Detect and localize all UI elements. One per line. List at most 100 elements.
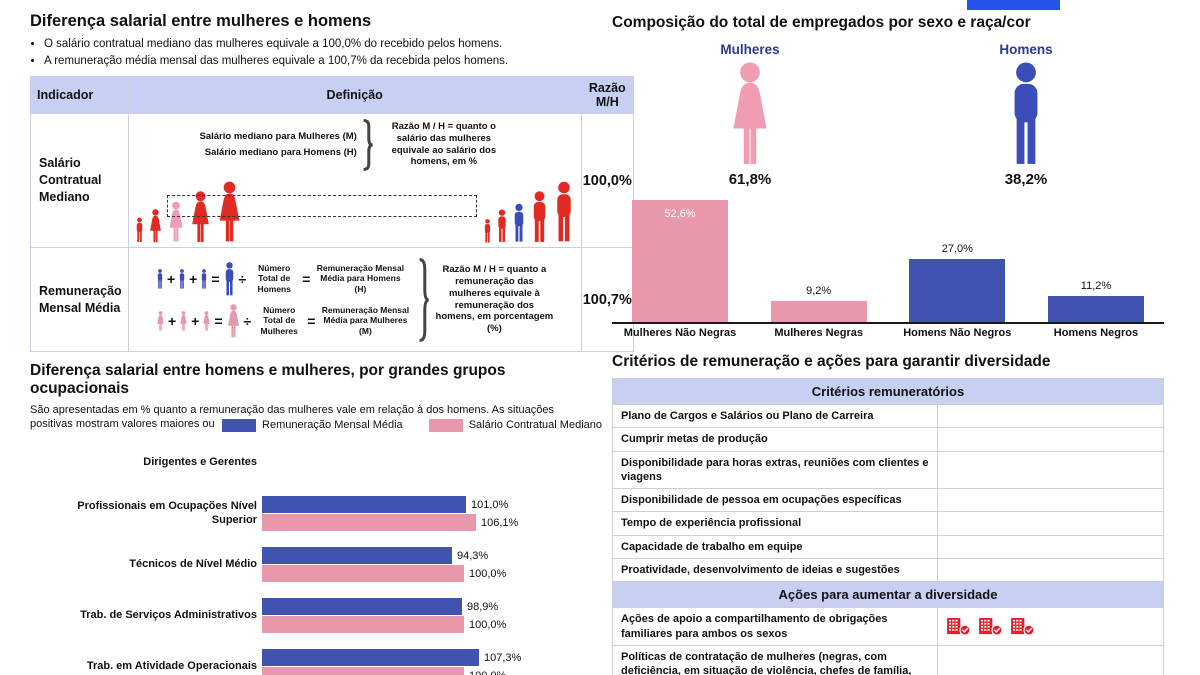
woman-silhouette-icon: [202, 311, 211, 331]
plus-operator: +: [191, 312, 200, 329]
chart-row: Trab. em Atividade Operacionais 107,3% 100…: [30, 648, 602, 675]
bar-remuneracao-media: [262, 547, 452, 565]
criteria-value-cell: [937, 558, 1164, 583]
plus-operator: +: [166, 270, 176, 287]
median-definition-lines: Salário mediano para Mulheres (M) Salári…: [200, 126, 357, 163]
bar-value-label: 100,0%: [469, 618, 507, 631]
criteria-label: Tempo de experiência profissional: [611, 511, 939, 536]
criteria-row: Disponibilidade de pessoa em ocupações e…: [611, 488, 1164, 513]
ratio-value: 100,0%: [580, 113, 634, 248]
chart-row: Trab. de Serviços Administrativos 98,9% 10…: [30, 597, 602, 635]
legend-swatch-blue: [222, 418, 257, 432]
bar-value-label: 9,2%: [806, 285, 832, 297]
col-header-indicador: Indicador: [30, 76, 129, 114]
criteria-label: Cumprir metas de produção: [611, 427, 939, 452]
category-label: Homens Negros: [1053, 327, 1139, 339]
median-link-dashed-box: [166, 194, 477, 217]
woman-silhouette-icon: [148, 209, 163, 243]
legend-label-salario: Salário Contratual Mediano: [468, 419, 602, 432]
woman-silhouette-icon: [156, 311, 165, 331]
equals-operator: =: [302, 270, 311, 287]
company-check-icon: [979, 618, 1003, 636]
bullet-median-salary: O salário contratual mediano das mulhere…: [44, 38, 602, 50]
brace-icon: [361, 119, 374, 171]
equals-operator: =: [211, 270, 220, 287]
company-check-icon: [947, 618, 971, 636]
criteria-value-cell: [937, 488, 1164, 513]
equals-operator: =: [307, 312, 316, 329]
bar-slot: 27,0%: [897, 194, 1017, 322]
criteria-row: Tempo de experiência profissional: [611, 511, 1164, 536]
bar-group: 98,9% 100,0%: [262, 598, 507, 634]
bar-value-label: 100,0%: [469, 670, 506, 675]
male-percentage: 38,2%: [1004, 171, 1048, 188]
indicator-name: Salário Contratual Mediano: [30, 113, 129, 248]
median-women-line: Salário mediano para Mulheres (M): [199, 131, 357, 142]
bar-group: 101,0% 106,1%: [262, 496, 518, 532]
bar-remuneracao-media: [262, 496, 466, 514]
bar-value-label: 52,6%: [664, 208, 696, 220]
indicator-table-header: Indicador Definição Razão M/H: [30, 76, 634, 114]
bar-value-label: 107,3%: [484, 651, 522, 664]
men-average-formula: + + = ÷ Número Total de Homens = Remuner…: [156, 262, 412, 296]
legend-label-remuneracao: Remuneração Mensal Média: [262, 419, 403, 432]
section-title-salary-gap: Diferença salarial entre mulheres e home…: [30, 12, 372, 30]
sex-composition: Mulheres 61,8% Homens 38,2%: [612, 42, 1164, 192]
result-label: Remuneração Mensal Média para Mulheres (…: [321, 305, 410, 336]
female-composition-block: Mulheres 61,8%: [612, 42, 888, 192]
criteria-section-header: Ações para aumentar a diversidade: [612, 581, 1164, 609]
col-header-definicao: Definição: [127, 76, 582, 114]
criteria-value-cell: [937, 534, 1164, 560]
criteria-row: Proatividade, desenvolvimento de ideias …: [611, 558, 1164, 583]
criteria-label: Ações de apoio a compartilhamento de obr…: [611, 607, 939, 646]
indicator-table: Indicador Definição Razão M/H Salário Co…: [30, 76, 634, 352]
top-partial-button[interactable]: [967, 0, 1060, 10]
bar-slot: 11,2%: [1036, 194, 1156, 322]
company-check-icon: [1011, 618, 1035, 636]
bar-value-label: 98,9%: [467, 600, 499, 613]
col-header-razao-mh: Razão M/H: [580, 76, 634, 114]
criteria-label: Disponibilidade para horas extras, reuni…: [611, 450, 939, 490]
chart-row: Dirigentes e Gerentes: [30, 444, 602, 482]
left-column: Diferença salarial entre mulheres e home…: [30, 12, 634, 675]
bar-value-label: 101,0%: [471, 498, 509, 511]
criteria-value-cell: [937, 450, 1164, 490]
criteria-label: Plano de Cargos e Salários ou Plano de C…: [611, 403, 939, 429]
brace-icon: [417, 257, 430, 343]
woman-silhouette-icon: [226, 304, 241, 338]
bar-value-label: 94,3%: [457, 549, 489, 562]
category-label: Dirigentes e Gerentes: [143, 456, 257, 468]
criteria-row: Plano de Cargos e Salários ou Plano de C…: [611, 403, 1164, 429]
bar-remuneracao-media: [262, 598, 462, 616]
table-row-salario-mediano: Salário Contratual Mediano Salário media…: [30, 113, 634, 248]
bar-remuneracao-media: [262, 649, 479, 667]
woman-silhouette-icon: [726, 62, 774, 166]
bar-salario-mediano: [262, 514, 476, 532]
man-silhouette-icon: [483, 219, 492, 243]
divisor-label: Número Total de Mulheres: [260, 305, 298, 336]
man-silhouette-icon: [200, 269, 208, 289]
criteria-value-cell: [937, 403, 1164, 429]
bar: [909, 259, 1006, 322]
female-label: Mulheres: [720, 42, 780, 57]
male-composition-block: Homens 38,2%: [888, 42, 1164, 192]
bar-value-label: 27,0%: [941, 243, 973, 255]
section-title-criteria: Critérios de remuneração e ações para ga…: [612, 353, 1051, 370]
woman-silhouette-icon: [179, 311, 188, 331]
criteria-section-header: Critérios remuneratórios: [612, 378, 1164, 405]
man-median-icon: [512, 203, 526, 243]
race-composition-chart: 52,6% 9,2% 27,0% 11,2% Mulheres Não Negras Mu…: [612, 196, 1164, 339]
man-silhouette-icon: [553, 181, 575, 243]
x-axis-labels: Mulheres Não Negras Mulheres Negras Homens…: [612, 327, 1164, 339]
criteria-value-cell: [937, 607, 1164, 646]
bar-value-label: 11,2%: [1080, 280, 1112, 292]
criteria-row: Disponibilidade para horas extras, reuni…: [611, 450, 1164, 490]
category-label: Mulheres Não Negras: [623, 327, 737, 339]
category-label: Mulheres Negras: [774, 327, 863, 339]
criteria-value-cell: [937, 644, 1164, 675]
man-silhouette-icon: [178, 269, 186, 289]
man-silhouette-icon: [223, 262, 236, 296]
ratio-note: Razão M / H = quanto o salário das mulhe…: [391, 120, 497, 168]
criteria-label: Proatividade, desenvolvimento de ideias …: [611, 558, 939, 583]
bar-group: 94,3% 100,0%: [262, 547, 506, 583]
